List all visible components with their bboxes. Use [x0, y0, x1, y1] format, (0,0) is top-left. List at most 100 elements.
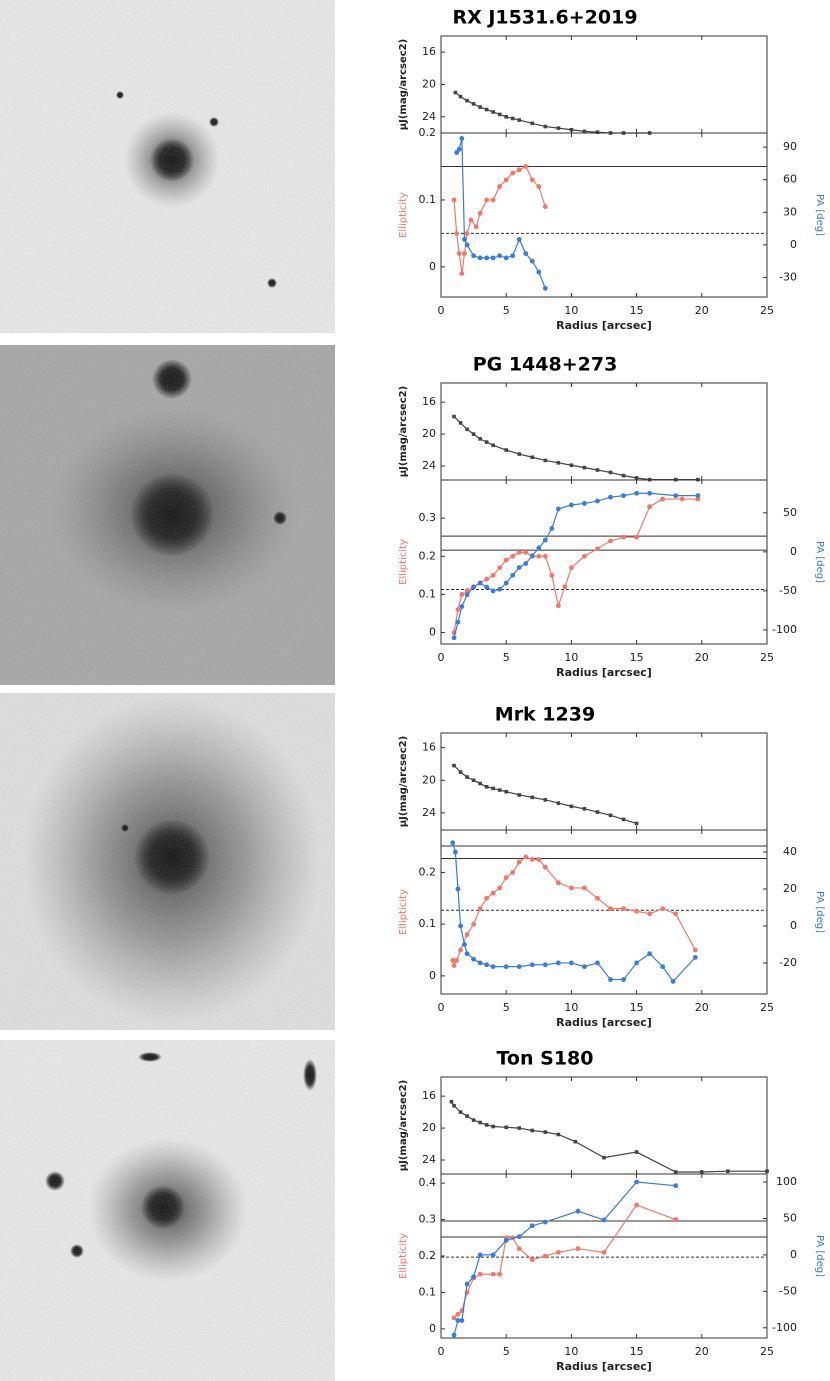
- y-tick-label: 24: [422, 806, 436, 819]
- y2-tick-label: 40: [783, 845, 797, 858]
- y-tick-label: 0: [429, 626, 436, 639]
- point: [673, 1170, 678, 1174]
- point: [660, 964, 666, 970]
- point: [601, 1249, 607, 1255]
- point: [523, 164, 529, 169]
- galaxy-image: [0, 345, 335, 685]
- y2-tick-label: -50: [779, 584, 797, 597]
- point: [484, 1123, 489, 1127]
- point: [595, 810, 600, 814]
- point: [634, 960, 639, 966]
- y2-tick-label: 0: [790, 238, 797, 251]
- point: [569, 127, 574, 132]
- point: [503, 557, 509, 563]
- chart-title: RX J1531.6+2019: [452, 7, 637, 29]
- point: [555, 1249, 561, 1255]
- point: [582, 885, 587, 891]
- point: [608, 494, 613, 500]
- y-tick-label: 24: [422, 1153, 436, 1166]
- point: [608, 470, 613, 475]
- point: [462, 942, 467, 947]
- point: [569, 804, 574, 809]
- point: [490, 588, 496, 594]
- point: [575, 1246, 581, 1252]
- y2-tick-label: 90: [783, 140, 797, 153]
- y-axis-label: μJ(mag/arcsec2): [398, 386, 409, 477]
- point: [634, 1202, 639, 1208]
- y-axis-label: μJ(mag/arcsec2): [398, 736, 409, 827]
- point: [465, 1114, 469, 1118]
- x-tick-label: 20: [695, 651, 709, 664]
- point: [549, 526, 555, 531]
- point: [608, 906, 613, 912]
- y-tick-label: 20: [422, 78, 436, 91]
- point: [510, 572, 516, 578]
- point: [490, 255, 496, 261]
- point: [582, 129, 587, 134]
- y-tick-label: 0: [429, 1322, 436, 1335]
- point: [471, 584, 476, 590]
- point: [452, 763, 456, 768]
- y2-tick-label: 0: [790, 1248, 797, 1261]
- point: [452, 849, 458, 855]
- point: [503, 1237, 509, 1243]
- point: [477, 580, 483, 586]
- point: [454, 957, 460, 963]
- y-axis-label: Ellipticity: [398, 192, 409, 238]
- point: [455, 1318, 461, 1323]
- x-tick-label: 25: [760, 1345, 774, 1358]
- point: [450, 957, 456, 963]
- y-tick-label: 0: [429, 969, 436, 982]
- point: [459, 136, 465, 141]
- point: [608, 813, 613, 818]
- y-tick-label: 16: [422, 395, 436, 408]
- point: [542, 1253, 548, 1259]
- point: [510, 170, 516, 176]
- point: [491, 110, 495, 114]
- point: [455, 619, 461, 625]
- point: [516, 964, 522, 970]
- point: [451, 197, 457, 203]
- point: [673, 911, 679, 917]
- point: [595, 468, 600, 472]
- point: [582, 465, 587, 470]
- point: [471, 432, 476, 436]
- point: [510, 553, 516, 559]
- point: [692, 947, 698, 953]
- point: [464, 1281, 470, 1287]
- point: [478, 1120, 482, 1125]
- y-tick-label: 0.3: [419, 1213, 437, 1226]
- point: [523, 251, 529, 256]
- point: [530, 795, 535, 800]
- point: [454, 231, 460, 236]
- plot-frame: [440, 479, 768, 645]
- point: [529, 857, 535, 862]
- point: [491, 443, 495, 448]
- y2-tick-label: -30: [779, 270, 797, 283]
- point: [517, 1126, 522, 1130]
- y-axis-label: Ellipticity: [398, 1233, 409, 1279]
- point: [464, 951, 470, 957]
- x-tick-label: 5: [503, 1345, 510, 1358]
- galaxy-image: [0, 0, 335, 333]
- point: [517, 118, 522, 122]
- y-tick-label: 20: [422, 1121, 436, 1134]
- point: [477, 210, 483, 216]
- point: [477, 255, 483, 261]
- point: [542, 1219, 548, 1225]
- y2-axis-label: PA [deg]: [814, 891, 825, 933]
- point: [462, 237, 467, 242]
- point: [516, 565, 522, 570]
- point: [471, 1274, 476, 1280]
- x-tick-label: 25: [760, 651, 774, 664]
- point: [529, 1257, 535, 1263]
- point: [569, 502, 574, 508]
- point: [517, 793, 522, 797]
- series-line: [453, 1204, 676, 1319]
- point: [608, 538, 613, 544]
- point: [454, 150, 460, 155]
- series-line: [452, 842, 696, 983]
- point: [504, 789, 508, 794]
- y-axis-label: μJ(mag/arcsec2): [398, 1080, 409, 1171]
- point: [516, 1246, 522, 1252]
